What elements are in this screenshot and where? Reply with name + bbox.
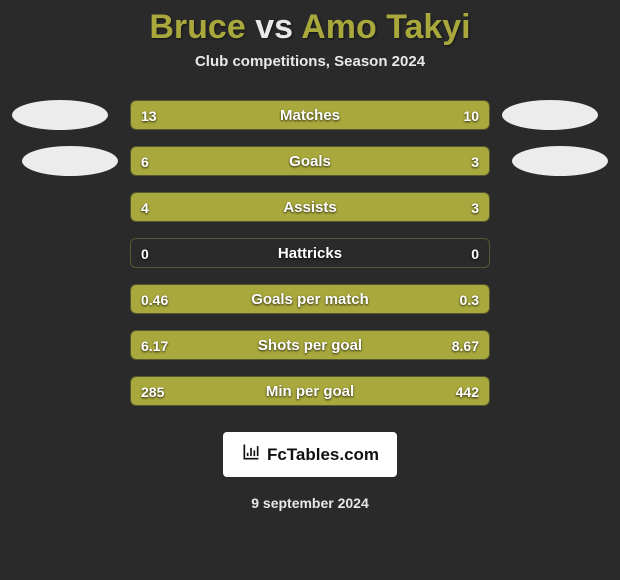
player-left-name: Bruce [149, 8, 245, 46]
stat-row: 63Goals [130, 146, 490, 176]
stat-value-left: 13 [131, 101, 167, 130]
stat-value-right: 0 [461, 239, 489, 268]
decorative-oval [512, 146, 608, 176]
title-vs: vs [255, 8, 293, 46]
stat-fill-left [131, 193, 337, 221]
decorative-oval [12, 100, 108, 130]
stat-value-right: 0.3 [450, 285, 489, 314]
stat-bars: 1310Matches63Goals43Assists00Hattricks0.… [130, 100, 490, 406]
decorative-oval [502, 100, 598, 130]
stat-row: 1310Matches [130, 100, 490, 130]
date-text: 9 september 2024 [0, 495, 620, 511]
stat-value-left: 285 [131, 377, 174, 406]
stat-value-right: 442 [446, 377, 489, 406]
title: Bruce vs Amo Takyi [0, 8, 620, 47]
brand-text: FcTables.com [267, 445, 379, 465]
stat-value-right: 3 [461, 193, 489, 222]
stat-value-left: 6.17 [131, 331, 178, 360]
stat-row: 0.460.3Goals per match [130, 284, 490, 314]
stat-fill-left [131, 147, 371, 175]
stat-value-left: 6 [131, 147, 159, 176]
stat-value-right: 8.67 [442, 331, 489, 360]
stat-row: 6.178.67Shots per goal [130, 330, 490, 360]
stage: 1310Matches63Goals43Assists00Hattricks0.… [0, 100, 620, 406]
stat-row: 285442Min per goal [130, 376, 490, 406]
stat-value-left: 0.46 [131, 285, 178, 314]
subtitle: Club competitions, Season 2024 [0, 53, 620, 70]
chart-icon [241, 442, 261, 467]
stat-value-right: 10 [453, 101, 489, 130]
comparison-card: Bruce vs Amo Takyi Club competitions, Se… [0, 0, 620, 580]
stat-value-left: 0 [131, 239, 159, 268]
stat-value-left: 4 [131, 193, 159, 222]
decorative-oval [22, 146, 118, 176]
player-right-name: Amo Takyi [301, 8, 470, 46]
stat-value-right: 3 [461, 147, 489, 176]
stat-row: 43Assists [130, 192, 490, 222]
brand-badge[interactable]: FcTables.com [223, 432, 397, 477]
stat-label: Hattricks [131, 239, 489, 268]
stat-row: 0 0Hattricks [130, 238, 490, 268]
